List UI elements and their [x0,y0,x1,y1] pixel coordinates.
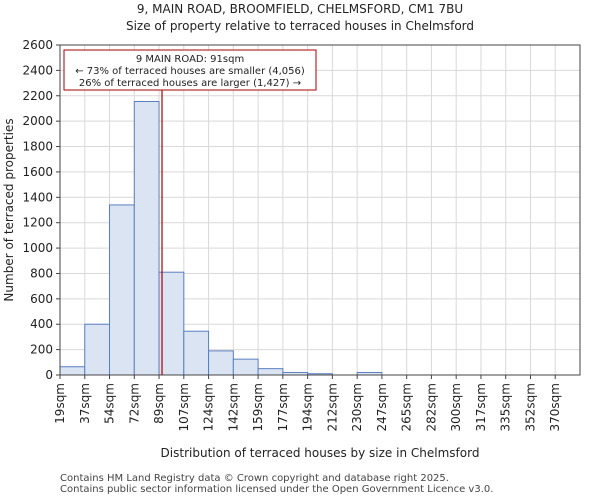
footer-licence: Contains public sector information licen… [60,484,494,495]
y-tick-label: 1800 [22,140,53,154]
histogram-bar [109,204,135,376]
x-tick-label: 54sqm [103,383,117,424]
bars [59,100,383,376]
y-tick-label: 2000 [22,114,53,128]
y-tick-label: 1400 [22,190,53,204]
annotation-line-2: ← 73% of terraced houses are smaller (4,… [75,66,305,77]
y-tick-label: 0 [45,368,53,382]
x-tick-label: 317sqm [474,383,488,431]
y-tick-label: 2400 [22,63,53,77]
histogram-bar [208,350,234,376]
x-tick-label: 212sqm [325,383,339,431]
x-tick-label: 142sqm [226,383,240,431]
x-tick-label: 282sqm [424,383,438,431]
x-tick-label: 107sqm [177,383,191,431]
x-tick-label: 72sqm [127,383,141,424]
x-tick-label: 177sqm [276,383,290,431]
y-axis-ticks: 0 200 400 600 800 1000 1200 1400 1600 1800 2000 220… [22,38,60,382]
x-tick-label: 159sqm [251,383,265,431]
chart-subtitle: Size of property relative to terraced ho… [125,19,475,33]
histogram-bar [133,100,160,376]
x-tick-label: 230sqm [350,383,364,431]
y-tick-label: 2600 [22,38,53,52]
x-tick-label: 194sqm [301,383,315,431]
x-tick-label: 300sqm [449,383,463,431]
x-tick-label: 335sqm [499,383,513,431]
histogram-bar [257,368,284,376]
y-tick-label: 400 [30,317,53,331]
histogram-bar [232,358,259,376]
histogram-chart: 0 200 400 600 800 1000 1200 1400 1600 1800 2000 220… [2,38,581,460]
x-tick-label: 37sqm [78,383,92,424]
x-tick-label: 247sqm [375,383,389,431]
x-tick-label: 265sqm [400,383,414,431]
histogram-bar [59,366,86,376]
x-tick-label: 89sqm [152,383,166,424]
x-tick-label: 352sqm [523,383,537,431]
x-tick-label: 124sqm [202,383,216,431]
y-tick-label: 2200 [22,89,53,103]
y-tick-label: 800 [30,266,53,280]
y-tick-label: 600 [30,292,53,306]
x-tick-label: 370sqm [548,383,562,431]
footer-copyright: Contains HM Land Registry data © Crown c… [60,473,449,484]
annotation-line-3: 26% of terraced houses are larger (1,427… [79,78,301,89]
y-tick-label: 200 [30,343,53,357]
histogram-bar [84,323,111,376]
annotation-box: 9 MAIN ROAD: 91sqm ← 73% of terraced hou… [63,49,317,91]
histogram-bar [158,271,185,376]
x-tick-label: 19sqm [53,383,67,424]
x-axis-label: Distribution of terraced houses by size … [161,446,480,460]
x-axis-ticks: 19sqm 37sqm 54sqm 72sqm 89sqm 107sqm 124sqm 142… [53,375,562,431]
y-axis-label: Number of terraced properties [2,118,16,301]
histogram-bar [183,330,210,376]
y-tick-label: 1000 [22,241,53,255]
y-tick-label: 1600 [22,165,53,179]
plot-frame [59,44,581,376]
annotation-line-1: 9 MAIN ROAD: 91sqm [136,54,244,65]
y-tick-label: 1200 [22,216,53,230]
chart-title: 9, MAIN ROAD, BROOMFIELD, CHELMSFORD, CM… [136,2,464,16]
